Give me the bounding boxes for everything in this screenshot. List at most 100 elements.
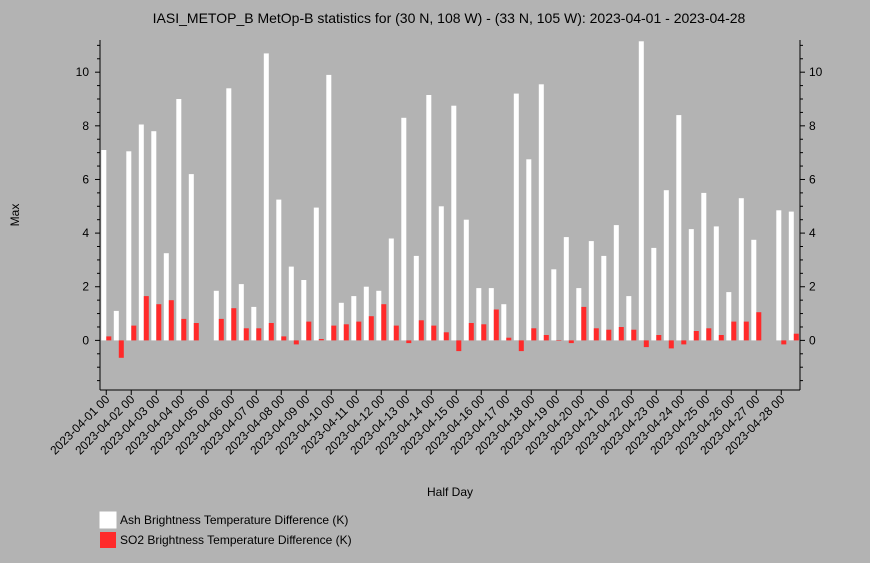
so2-bar-30 [481,324,487,341]
so2-bar-48 [706,328,712,341]
so2-bar-51 [743,321,749,341]
y-tick-label-right: 2 [809,280,816,294]
axes-layer [99,40,801,391]
so2-bar-27 [443,332,449,341]
so2-bar-25 [418,320,424,341]
ash-bar-23 [388,238,394,341]
ash-bar-22 [376,290,382,341]
y-tick-label-right: 4 [809,226,816,240]
legend: Ash Brightness Temperature Difference (K… [99,511,352,548]
ash-bar-29 [463,219,469,341]
so2-bar-44 [656,335,662,341]
y-tick-label-right: 6 [809,172,816,186]
ash-bar-44 [651,247,657,341]
ash-bar-17 [313,207,319,341]
so2-bar-43 [643,340,649,348]
legend-swatch-ash [99,511,117,529]
ash-bar-13 [263,53,269,341]
y-tick-label-left: 4 [82,226,89,240]
ash-bar-21 [363,286,369,341]
so2-bar-47 [693,331,699,341]
so2-bar-21 [368,316,374,341]
so2-bar-2 [131,325,137,341]
ash-bar-43 [638,41,644,341]
so2-bar-45 [668,340,674,349]
x-axis-label: Half Day [427,485,473,499]
ash-bar-41 [613,225,619,341]
legend-label-so2: SO2 Brightness Temperature Difference (K… [120,533,352,547]
y-tick-label-left: 2 [82,280,89,294]
so2-bar-39 [593,328,599,341]
ash-bar-36 [551,269,557,341]
ash-bar-2 [126,151,132,341]
so2-bar-4 [156,304,162,341]
ash-bar-5 [163,253,169,341]
ash-bar-28 [451,105,457,341]
so2-bar-16 [306,321,312,341]
ash-bar-15 [288,266,294,341]
ash-bar-0 [101,150,107,341]
y-tick-label-right: 8 [809,119,816,133]
so2-bar-37 [568,340,574,344]
so2-bar-31 [493,309,499,341]
ash-bar-31 [488,288,494,341]
ash-bar-18 [326,74,332,341]
ash-bar-51 [738,198,744,341]
ash-bar-39 [588,241,594,341]
so2-bar-46 [681,340,687,345]
ash-bar-34 [526,159,532,341]
ash-bar-25 [413,255,419,341]
so2-bar-3 [143,296,149,341]
so2-bar-11 [243,328,249,341]
ash-bar-47 [688,229,694,341]
ash-bar-45 [663,190,669,341]
ash-bar-16 [301,280,307,341]
ash-bar-40 [601,255,607,341]
so2-bar-42 [631,329,637,341]
so2-bar-40 [606,329,612,341]
so2-bar-36 [556,340,562,341]
ash-bar-27 [438,206,444,341]
so2-bar-38 [581,306,587,341]
ash-bar-42 [626,296,632,341]
ash-bar-14 [276,199,282,341]
so2-bar-54 [781,340,787,345]
ash-bar-55 [788,211,794,341]
so2-bar-17 [318,339,324,341]
bars-layer [101,41,799,358]
so2-bar-35 [543,335,549,341]
y-axis-label: Max [8,204,22,227]
so2-bar-0 [106,336,112,341]
ash-bar-12 [251,306,257,341]
so2-bar-10 [231,308,237,341]
so2-bar-34 [531,328,537,341]
legend-swatch-so2 [100,532,116,548]
so2-bar-9 [218,318,224,341]
ash-bar-9 [213,290,219,341]
ash-bar-54 [776,210,782,341]
ash-bar-48 [701,192,707,341]
so2-bar-41 [618,327,624,341]
ash-bar-50 [726,292,732,341]
ash-bar-7 [188,174,194,341]
ash-bar-46 [676,115,682,341]
so2-bar-24 [406,340,412,344]
ash-bar-10 [226,88,232,341]
ash-bar-4 [151,131,157,341]
so2-bar-12 [256,328,262,341]
so2-bar-20 [356,321,362,341]
chart-title: IASI_METOP_B MetOp-B statistics for (30 … [153,10,746,26]
ash-bar-26 [426,95,432,341]
y-tick-label-left: 8 [82,119,89,133]
ash-bar-33 [513,93,519,341]
ash-bar-1 [113,310,119,341]
so2-bar-49 [718,335,724,341]
so2-bar-7 [193,323,199,341]
so2-bar-26 [431,325,437,341]
so2-bar-52 [756,312,762,341]
so2-bar-1 [118,340,124,358]
so2-bar-19 [343,324,349,341]
y-tick-label-left: 6 [82,172,89,186]
